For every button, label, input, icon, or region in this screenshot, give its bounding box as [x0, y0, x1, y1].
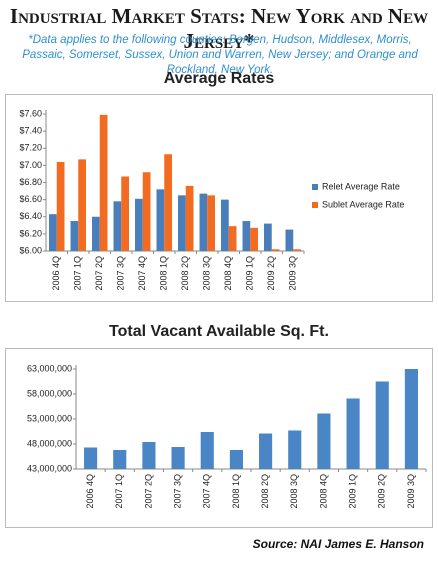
legend-swatch: [312, 184, 318, 190]
x-tick-label: 2007 1Q: [73, 256, 83, 291]
bar: [259, 433, 273, 469]
x-tick-label: 2009 2Q: [266, 256, 276, 291]
bar: [171, 447, 185, 469]
y-tick-label: 53,000,000: [27, 413, 72, 423]
bar: [285, 229, 294, 251]
chart-title: Total Vacant Available Sq. Ft.: [109, 323, 329, 340]
y-tick-label: 48,000,000: [27, 438, 72, 448]
x-tick-label: 2008 1Q: [159, 256, 169, 291]
x-tick-label: 2006 4Q: [85, 474, 95, 509]
bar: [113, 450, 127, 469]
x-tick-label: 2008 4Q: [223, 256, 233, 291]
bar: [293, 249, 301, 251]
y-tick-label: $7.00: [19, 160, 42, 170]
bar: [271, 249, 280, 251]
x-tick-label: 2009 3Q: [406, 474, 416, 509]
y-tick-label: $6.60: [19, 194, 42, 204]
x-tick-label: 2008 2Q: [260, 474, 270, 509]
bar: [142, 172, 151, 251]
y-tick-label: $6.00: [19, 245, 42, 255]
bar: [375, 381, 389, 469]
bar: [250, 227, 258, 251]
x-tick-label: 2007 2Q: [143, 474, 153, 509]
bar: [142, 442, 156, 469]
bar: [121, 176, 129, 251]
bar: [200, 432, 214, 469]
bar: [185, 185, 194, 251]
bar: [113, 201, 122, 251]
x-tick-label: 2008 1Q: [231, 474, 241, 509]
bar: [199, 193, 208, 251]
bar: [78, 159, 86, 251]
legend-label: Sublet Average Rate: [322, 199, 404, 209]
x-tick-label: 2009 2Q: [377, 474, 387, 509]
bar: [84, 447, 98, 469]
bar: [346, 398, 360, 469]
x-tick-label: 2009 1Q: [347, 474, 357, 509]
x-tick-label: 2007 1Q: [114, 474, 124, 509]
bar: [178, 195, 186, 251]
x-tick-label: 2007 4Q: [202, 474, 212, 509]
x-tick-label: 2007 3Q: [172, 474, 182, 509]
legend-swatch: [312, 202, 318, 208]
bar: [288, 430, 302, 469]
y-tick-label: $7.20: [19, 143, 42, 153]
y-tick-label: $7.60: [19, 108, 42, 118]
legend-label: Relet Average Rate: [322, 181, 400, 191]
bar: [264, 223, 272, 251]
bar: [92, 216, 100, 251]
x-tick-label: 2007 2Q: [94, 256, 104, 291]
y-tick-label: $7.40: [19, 126, 42, 136]
bar: [242, 221, 251, 251]
y-tick-label: 63,000,000: [27, 363, 72, 373]
bar: [229, 450, 243, 469]
bar: [99, 114, 108, 251]
bar: [56, 161, 65, 251]
bar: [404, 369, 418, 469]
bar: [221, 199, 229, 251]
chart-title: Average Rates: [163, 70, 275, 87]
x-tick-label: 2009 1Q: [245, 256, 255, 291]
x-tick-label: 2008 3Q: [202, 256, 212, 291]
x-tick-label: 2007 4Q: [137, 256, 147, 291]
x-tick-label: 2007 3Q: [116, 256, 126, 291]
bar: [156, 189, 165, 251]
y-tick-label: $6.80: [19, 177, 42, 187]
bar: [164, 154, 172, 251]
x-tick-label: 2008 2Q: [180, 256, 190, 291]
chart: $6.00 $6.20 $6.40 $6.60 $6.80 $7.00 $7.20 $7.40…: [5, 94, 433, 302]
chart: 43,000,000 48,000,000 53,000,000 58,000,000…: [5, 348, 433, 528]
x-tick-label: 2008 3Q: [289, 474, 299, 509]
bar: [207, 195, 215, 251]
footnote: *Data applies to the following counties:…: [22, 34, 418, 76]
source: Source: NAI James E. Hanson: [252, 537, 424, 551]
bar: [228, 226, 237, 251]
x-tick-label: 2006 4Q: [51, 256, 61, 291]
x-tick-label: 2008 4Q: [318, 474, 328, 509]
bar: [135, 198, 143, 251]
y-tick-label: $6.20: [19, 228, 42, 238]
bar: [317, 413, 331, 469]
bar: [70, 221, 79, 251]
y-tick-label: 58,000,000: [27, 388, 72, 398]
y-tick-label: 43,000,000: [27, 463, 72, 473]
page-title: Industrial Market Stats: New York and Ne…: [9, 4, 429, 53]
x-tick-label: 2009 3Q: [288, 256, 298, 291]
y-tick-label: $6.40: [19, 211, 42, 221]
bar: [49, 214, 57, 251]
